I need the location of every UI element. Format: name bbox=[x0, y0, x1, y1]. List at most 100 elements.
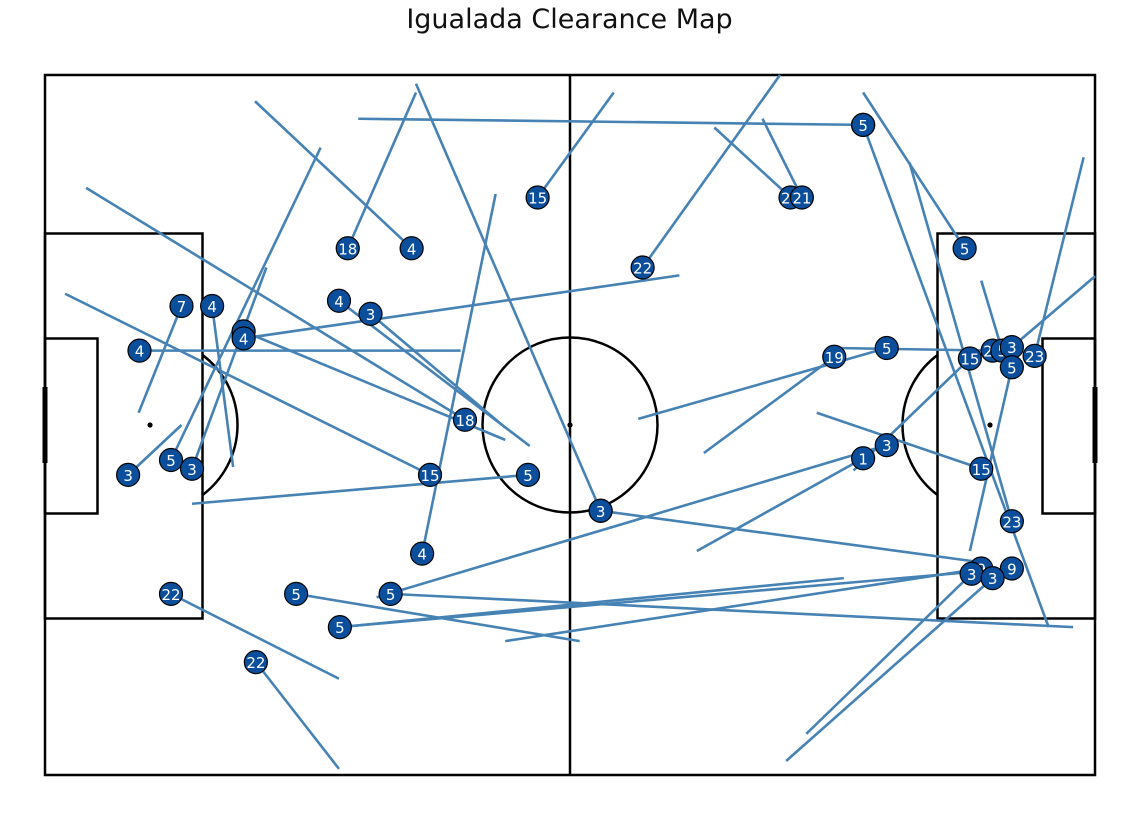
clearance-point bbox=[999, 509, 1024, 534]
clearance-point bbox=[1022, 343, 1047, 368]
clearance-point bbox=[525, 185, 550, 210]
clearance-marker: 1 bbox=[851, 446, 876, 471]
clearance-marker: 4 bbox=[127, 338, 152, 363]
player-number-label: 5 bbox=[1007, 359, 1017, 377]
clearance-point bbox=[452, 407, 478, 432]
clearance-line bbox=[169, 147, 322, 461]
clearance-line bbox=[861, 124, 1050, 628]
clearance-line bbox=[254, 100, 413, 250]
clearance-marker: 18 bbox=[335, 236, 360, 261]
clearance-point bbox=[999, 355, 1024, 380]
clearance-marker: 3 bbox=[874, 433, 899, 458]
clearance-line bbox=[816, 411, 982, 470]
player-number-label: 5 bbox=[386, 586, 396, 604]
clearance-point bbox=[851, 446, 876, 471]
clearance-line bbox=[696, 457, 864, 553]
pitch-markings bbox=[42, 73, 1098, 777]
clearance-point bbox=[630, 255, 655, 280]
clearance-marker: 4 bbox=[231, 326, 256, 351]
player-number-label: 5 bbox=[960, 240, 970, 258]
clearance-marker: 4 bbox=[200, 293, 225, 319]
player-number-label: 23 bbox=[1002, 513, 1021, 531]
clearance-line bbox=[358, 117, 864, 127]
player-number-label: 5 bbox=[523, 467, 533, 485]
clearance-marker: 15 bbox=[525, 185, 550, 210]
clearance-marker: 5 bbox=[378, 581, 403, 606]
clearance-point bbox=[969, 456, 994, 481]
clearance-point bbox=[378, 581, 403, 606]
clearance-point bbox=[874, 433, 899, 458]
player-number-label: 15 bbox=[972, 461, 991, 479]
clearance-point bbox=[169, 293, 194, 319]
clearance-marker: 3 bbox=[116, 462, 141, 487]
player-number-label: 15 bbox=[960, 351, 979, 369]
clearance-point bbox=[417, 462, 443, 487]
player-number-label: 4 bbox=[417, 546, 427, 564]
player-number-label: 4 bbox=[407, 240, 417, 258]
clearance-marker: 5 bbox=[284, 581, 309, 606]
clearance-line bbox=[137, 305, 183, 414]
clearance-point bbox=[116, 462, 141, 487]
clearance-marker: 3 bbox=[179, 456, 205, 481]
clearance-marker: 22 bbox=[630, 255, 655, 280]
player-number-label: 3 bbox=[967, 566, 977, 584]
clearance-marker: 23 bbox=[999, 509, 1024, 534]
clearance-marker: 3 bbox=[358, 301, 383, 326]
clearance-line bbox=[908, 162, 1014, 522]
player-number-label: 4 bbox=[334, 293, 344, 311]
clearance-line bbox=[785, 577, 994, 762]
clearance-marker: 21 bbox=[789, 185, 814, 210]
clearance-marker: 18 bbox=[452, 407, 478, 432]
clearance-marker: 3 bbox=[959, 561, 984, 586]
clearance-line bbox=[420, 193, 497, 554]
clearance-line bbox=[536, 91, 615, 199]
clearance-line bbox=[600, 509, 976, 563]
clearance-line bbox=[713, 126, 792, 199]
clearance-marker: 5 bbox=[515, 462, 541, 487]
player-number-label: 3 bbox=[988, 570, 998, 588]
clearance-line bbox=[1011, 275, 1096, 349]
clearance-point bbox=[358, 301, 383, 326]
player-number-label: 3 bbox=[1007, 339, 1017, 357]
clearance-marker: 15 bbox=[417, 462, 443, 487]
clearance-line bbox=[191, 473, 529, 506]
clearance-marker: 22 bbox=[243, 650, 268, 675]
clearance-line bbox=[243, 274, 680, 340]
player-number-label: 4 bbox=[207, 298, 217, 316]
clearance-line bbox=[414, 83, 602, 512]
player-number-label: 5 bbox=[166, 452, 176, 470]
player-number-label: 5 bbox=[335, 619, 345, 637]
player-number-label: 4 bbox=[239, 330, 249, 348]
clearance-line bbox=[376, 443, 888, 599]
right-penalty-arc bbox=[901, 354, 939, 496]
clearance-line bbox=[254, 661, 341, 770]
player-number-label: 3 bbox=[366, 306, 376, 324]
chart-title: Igualada Clearance Map bbox=[406, 4, 733, 35]
clearance-point bbox=[874, 335, 899, 361]
clearance-marker: 4 bbox=[326, 288, 352, 313]
clearance-marker: 5 bbox=[874, 335, 899, 361]
player-number-label: 15 bbox=[528, 190, 547, 208]
clearance-point bbox=[789, 185, 814, 210]
clearance-point bbox=[231, 326, 256, 351]
clearance-marker: 7 bbox=[169, 293, 194, 319]
clearance-marker: 5 bbox=[158, 447, 184, 473]
clearance-marker: 15 bbox=[969, 456, 994, 481]
clearance-point bbox=[284, 581, 309, 606]
player-number-label: 5 bbox=[858, 117, 868, 135]
player-number-label: 4 bbox=[135, 343, 145, 361]
player-number-label: 3 bbox=[123, 467, 133, 485]
player-number-label: 3 bbox=[596, 503, 606, 521]
clearance-marker: 4 bbox=[399, 236, 424, 261]
clearance-line bbox=[346, 91, 418, 249]
player-number-label: 3 bbox=[187, 461, 197, 479]
player-number-label: 19 bbox=[825, 349, 844, 367]
player-number-label: 18 bbox=[338, 240, 357, 258]
left-six-yard-box bbox=[43, 337, 99, 515]
clearance-point bbox=[158, 581, 184, 606]
clearance-line bbox=[338, 567, 1012, 629]
player-number-label: 5 bbox=[882, 340, 892, 358]
clearance-line bbox=[85, 186, 466, 421]
clearance-line bbox=[980, 280, 1004, 351]
